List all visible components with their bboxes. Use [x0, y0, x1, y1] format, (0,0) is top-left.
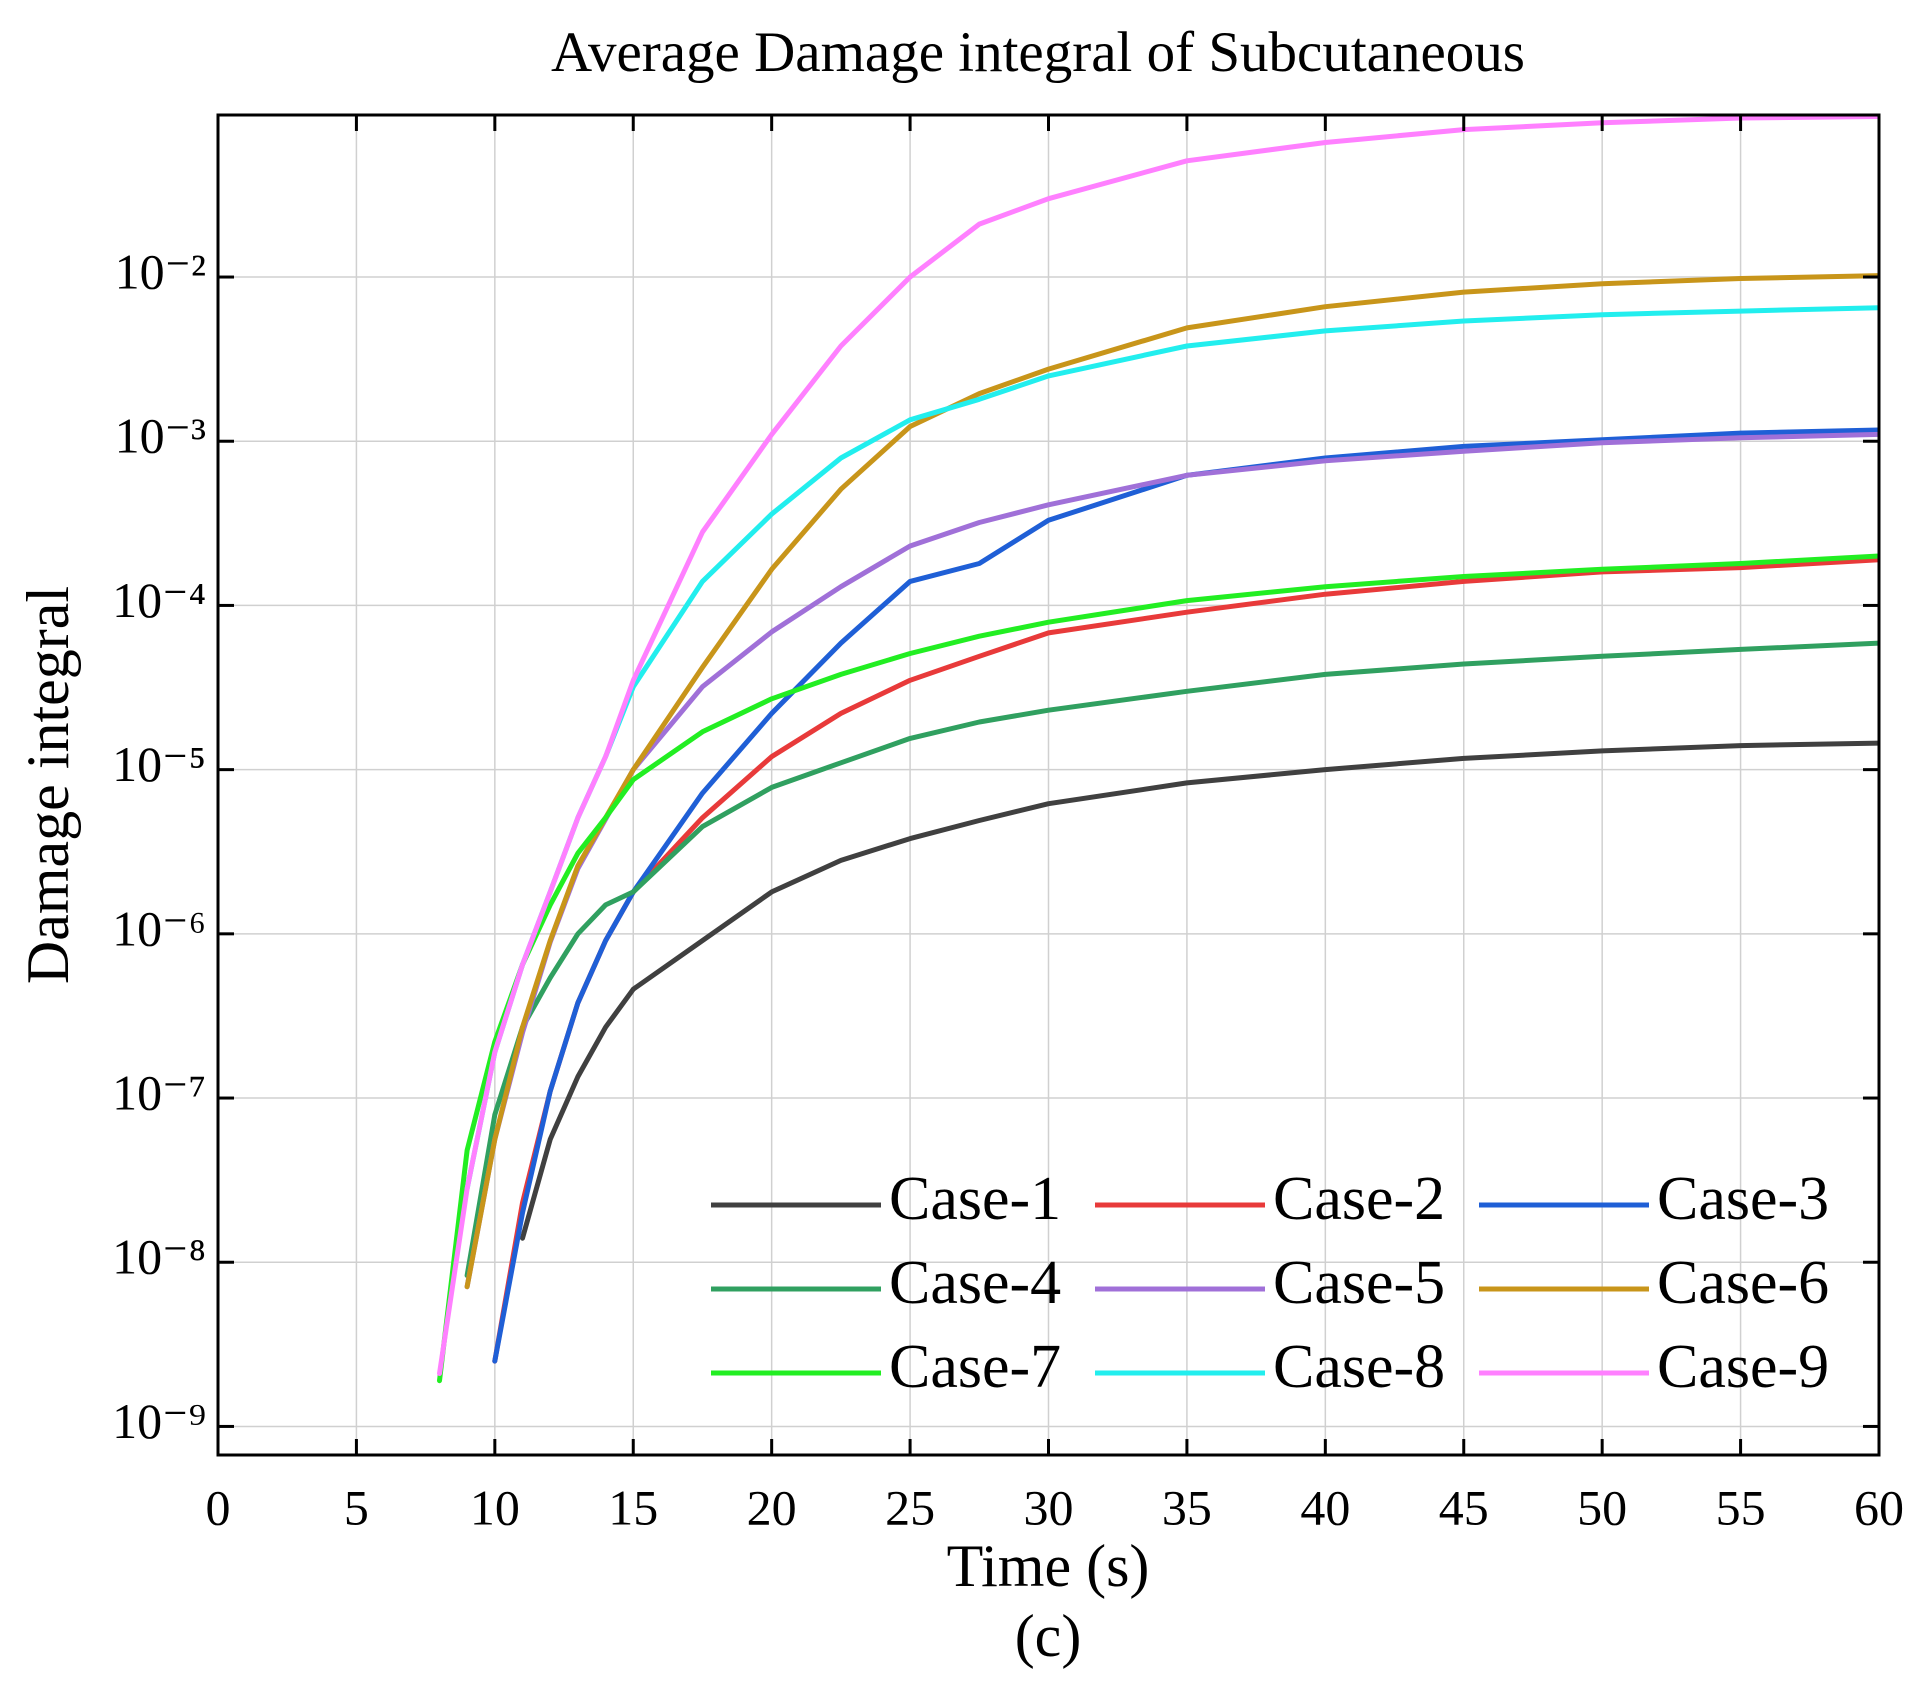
y-tick-label: 10⁻⁴	[112, 572, 206, 628]
chart-title: Average Damage integral of Subcutaneous	[551, 21, 1525, 84]
x-tick-label: 10	[470, 1479, 520, 1535]
plot-lines	[437, 115, 1879, 1384]
legend-label: Case-7	[889, 1333, 1061, 1401]
y-tick-label: 10⁻²	[115, 243, 206, 299]
series-line	[437, 115, 1879, 1376]
y-tick-label: 10⁻⁵	[112, 736, 206, 792]
legend-label: Case-1	[889, 1165, 1061, 1233]
x-tick-label: 45	[1439, 1479, 1489, 1535]
legend: Case-1 Case-2 Case-3 Case-4 Case-5 Case-6 Case…	[711, 1165, 1829, 1401]
legend-label: Case-9	[1657, 1333, 1829, 1401]
x-tick-label: 15	[608, 1479, 658, 1535]
legend-label: Case-8	[1273, 1333, 1445, 1401]
x-tick-label: 0	[206, 1479, 231, 1535]
x-tick-label: 40	[1300, 1479, 1350, 1535]
x-tick-label: 50	[1577, 1479, 1627, 1535]
y-tick-label: 10⁻⁶	[112, 900, 206, 956]
y-tick-label: 10⁻³	[115, 408, 206, 464]
x-tick-label: 20	[747, 1479, 797, 1535]
legend-label: Case-3	[1657, 1165, 1829, 1233]
y-axis-label: Damage integral	[15, 586, 81, 984]
caption: (c)	[1015, 1603, 1082, 1669]
x-tick-label: 55	[1716, 1479, 1766, 1535]
y-tick-label: 10⁻⁹	[112, 1393, 206, 1449]
x-tick-label: 25	[885, 1479, 935, 1535]
legend-label: Case-6	[1657, 1249, 1829, 1317]
y-tick-label: 10⁻⁸	[112, 1229, 206, 1285]
legend-label: Case-5	[1273, 1249, 1445, 1317]
x-tick-label: 30	[1024, 1479, 1074, 1535]
x-tick-label: 5	[344, 1479, 369, 1535]
series-line	[464, 431, 1879, 1290]
legend-label: Case-2	[1273, 1165, 1445, 1233]
series-line	[464, 640, 1879, 1278]
ticks: 0 5 10 15 20 25 30 35 40 45 50 55 60 10⁻⁹ 10⁻⁸ 10⁻⁷ 10⁻⁶…	[112, 115, 1904, 1535]
y-tick-label: 10⁻⁷	[112, 1065, 206, 1121]
series-line	[520, 740, 1879, 1241]
series-line	[464, 273, 1879, 1290]
series-line	[492, 427, 1879, 1364]
legend-label: Case-4	[889, 1249, 1061, 1317]
x-tick-label: 35	[1162, 1479, 1212, 1535]
x-tick-label: 60	[1854, 1479, 1904, 1535]
x-axis-label: Time (s)	[947, 1533, 1150, 1599]
